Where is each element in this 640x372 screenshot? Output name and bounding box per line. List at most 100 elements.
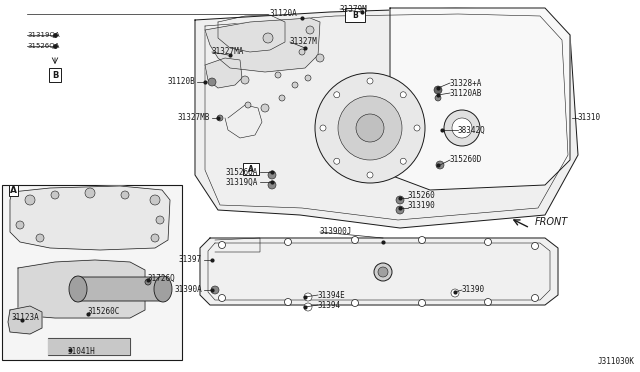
Bar bbox=[243, 163, 259, 175]
Polygon shape bbox=[8, 306, 42, 334]
Text: 38342Q: 38342Q bbox=[458, 125, 486, 135]
Circle shape bbox=[436, 161, 444, 169]
Circle shape bbox=[217, 115, 223, 121]
Circle shape bbox=[268, 171, 276, 179]
Circle shape bbox=[315, 73, 425, 183]
Circle shape bbox=[292, 82, 298, 88]
Text: 313190: 313190 bbox=[408, 201, 436, 209]
Circle shape bbox=[218, 295, 225, 301]
Text: 31120A: 31120A bbox=[270, 10, 298, 19]
Text: 31526QA: 31526QA bbox=[27, 43, 60, 49]
Text: 31726Q: 31726Q bbox=[148, 273, 176, 282]
Circle shape bbox=[85, 188, 95, 198]
Text: 31319QA: 31319QA bbox=[27, 32, 60, 38]
Ellipse shape bbox=[69, 276, 87, 302]
Circle shape bbox=[351, 237, 358, 244]
Polygon shape bbox=[205, 18, 320, 72]
Text: 31123A: 31123A bbox=[12, 314, 40, 323]
Text: 315260C: 315260C bbox=[88, 308, 120, 317]
Text: 31319QA: 31319QA bbox=[226, 177, 258, 186]
Polygon shape bbox=[10, 186, 170, 250]
Circle shape bbox=[268, 181, 276, 189]
Circle shape bbox=[241, 76, 249, 84]
Circle shape bbox=[320, 125, 326, 131]
Text: B: B bbox=[352, 10, 358, 19]
Text: FRONT: FRONT bbox=[535, 217, 568, 227]
Circle shape bbox=[414, 125, 420, 131]
Circle shape bbox=[484, 238, 492, 246]
Circle shape bbox=[400, 92, 406, 98]
FancyBboxPatch shape bbox=[74, 277, 166, 301]
Circle shape bbox=[451, 289, 459, 297]
Circle shape bbox=[261, 104, 269, 112]
Text: 31327MB: 31327MB bbox=[178, 113, 210, 122]
Text: 31397: 31397 bbox=[179, 256, 202, 264]
Circle shape bbox=[374, 263, 392, 281]
Circle shape bbox=[434, 86, 442, 94]
Circle shape bbox=[367, 78, 373, 84]
Circle shape bbox=[351, 299, 358, 307]
Circle shape bbox=[316, 54, 324, 62]
Circle shape bbox=[121, 191, 129, 199]
Bar bbox=[345, 8, 365, 22]
Circle shape bbox=[356, 114, 384, 142]
Text: 31328+A: 31328+A bbox=[450, 78, 483, 87]
Circle shape bbox=[396, 206, 404, 214]
Circle shape bbox=[306, 26, 314, 34]
Circle shape bbox=[334, 92, 340, 98]
Text: 31327M: 31327M bbox=[290, 38, 317, 46]
Circle shape bbox=[444, 110, 480, 146]
Text: 315260D: 315260D bbox=[450, 155, 483, 164]
Circle shape bbox=[245, 102, 251, 108]
Polygon shape bbox=[205, 58, 242, 88]
Text: A: A bbox=[248, 164, 254, 173]
Circle shape bbox=[218, 241, 225, 248]
Bar bbox=[2, 185, 182, 360]
Circle shape bbox=[531, 243, 538, 250]
Text: 313900J: 313900J bbox=[320, 228, 353, 237]
Circle shape bbox=[396, 196, 404, 204]
Text: 315260: 315260 bbox=[408, 190, 436, 199]
Text: 31526QA: 31526QA bbox=[226, 167, 258, 176]
Circle shape bbox=[299, 49, 305, 55]
Circle shape bbox=[145, 279, 151, 285]
Polygon shape bbox=[200, 238, 558, 305]
Circle shape bbox=[211, 286, 219, 294]
Circle shape bbox=[275, 72, 281, 78]
Text: A: A bbox=[10, 186, 17, 195]
Circle shape bbox=[16, 221, 24, 229]
Circle shape bbox=[279, 95, 285, 101]
Circle shape bbox=[531, 295, 538, 301]
Circle shape bbox=[338, 96, 402, 160]
Circle shape bbox=[151, 234, 159, 242]
Circle shape bbox=[452, 118, 472, 138]
Text: 31327MA: 31327MA bbox=[212, 48, 244, 57]
Circle shape bbox=[419, 299, 426, 307]
Circle shape bbox=[484, 298, 492, 305]
Circle shape bbox=[285, 238, 291, 246]
Circle shape bbox=[304, 293, 312, 301]
Circle shape bbox=[36, 234, 44, 242]
Text: 31390: 31390 bbox=[462, 285, 485, 295]
Ellipse shape bbox=[154, 276, 172, 302]
Polygon shape bbox=[18, 260, 145, 318]
Circle shape bbox=[367, 172, 373, 178]
Circle shape bbox=[378, 267, 388, 277]
Text: 31394: 31394 bbox=[318, 301, 341, 310]
Circle shape bbox=[208, 78, 216, 86]
Text: 31390A: 31390A bbox=[174, 285, 202, 295]
Text: 31120B: 31120B bbox=[167, 77, 195, 87]
Polygon shape bbox=[390, 8, 570, 190]
Text: 31120AB: 31120AB bbox=[450, 89, 483, 97]
Text: 31394E: 31394E bbox=[318, 291, 346, 299]
Text: J311030K: J311030K bbox=[598, 357, 635, 366]
Text: 31379M: 31379M bbox=[340, 4, 368, 13]
Text: B: B bbox=[52, 71, 58, 80]
Circle shape bbox=[150, 195, 160, 205]
Polygon shape bbox=[195, 8, 578, 228]
Circle shape bbox=[156, 216, 164, 224]
Circle shape bbox=[305, 75, 311, 81]
Circle shape bbox=[304, 303, 312, 311]
Circle shape bbox=[51, 191, 59, 199]
Circle shape bbox=[334, 158, 340, 164]
